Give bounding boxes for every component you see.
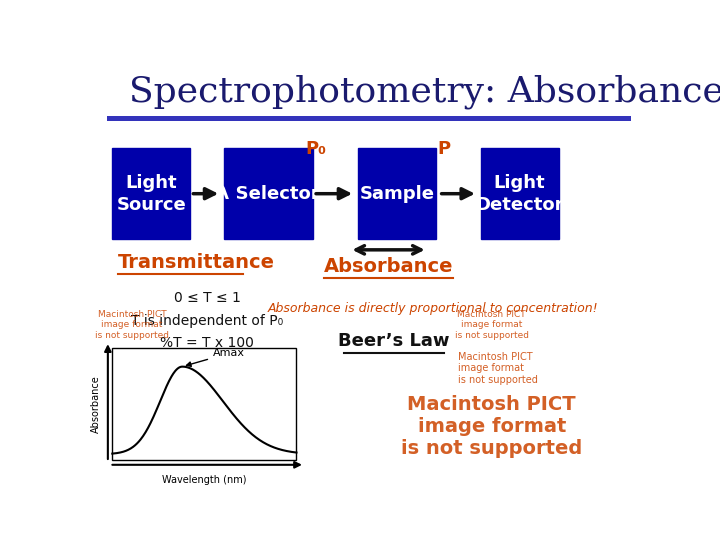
Text: Wavelength (nm): Wavelength (nm) [162,475,247,485]
Text: Transmittance: Transmittance [118,253,275,272]
Text: Absorbance: Absorbance [324,257,454,276]
Text: Macintosh PICT
image format
is not supported: Macintosh PICT image format is not suppo… [401,395,582,458]
Text: Absorbance: Absorbance [91,375,101,433]
Text: Light
Source: Light Source [117,173,186,214]
Text: Sample: Sample [359,185,434,202]
Text: Absorbance is directly proportional to concentration!: Absorbance is directly proportional to c… [268,301,598,314]
Text: Light
Detector: Light Detector [475,173,564,214]
Text: T is independent of P₀: T is independent of P₀ [131,314,283,328]
Bar [107,116,631,121]
Text: Macintosh PICT
image format
is not supported: Macintosh PICT image format is not suppo… [459,352,538,385]
Text: Spectrophotometry: Absorbance: Spectrophotometry: Absorbance [129,75,720,109]
Text: P₀: P₀ [305,140,326,158]
Text: Macintosh PICT
image format
is not supported: Macintosh PICT image format is not suppo… [455,310,528,340]
FancyBboxPatch shape [112,148,190,239]
Text: Beer’s Law: Beer’s Law [338,332,450,350]
Bar [112,348,297,460]
Text: P: P [438,140,451,158]
FancyBboxPatch shape [481,148,559,239]
Text: %T = T x 100: %T = T x 100 [161,336,254,350]
Text: 0 ≤ T ≤ 1: 0 ≤ T ≤ 1 [174,291,240,305]
Text: Macintosh PICT
image format
is not supported: Macintosh PICT image format is not suppo… [95,310,169,340]
Text: Amax: Amax [186,348,245,366]
Text: λ Selector: λ Selector [217,185,320,202]
FancyBboxPatch shape [224,148,313,239]
FancyBboxPatch shape [358,148,436,239]
